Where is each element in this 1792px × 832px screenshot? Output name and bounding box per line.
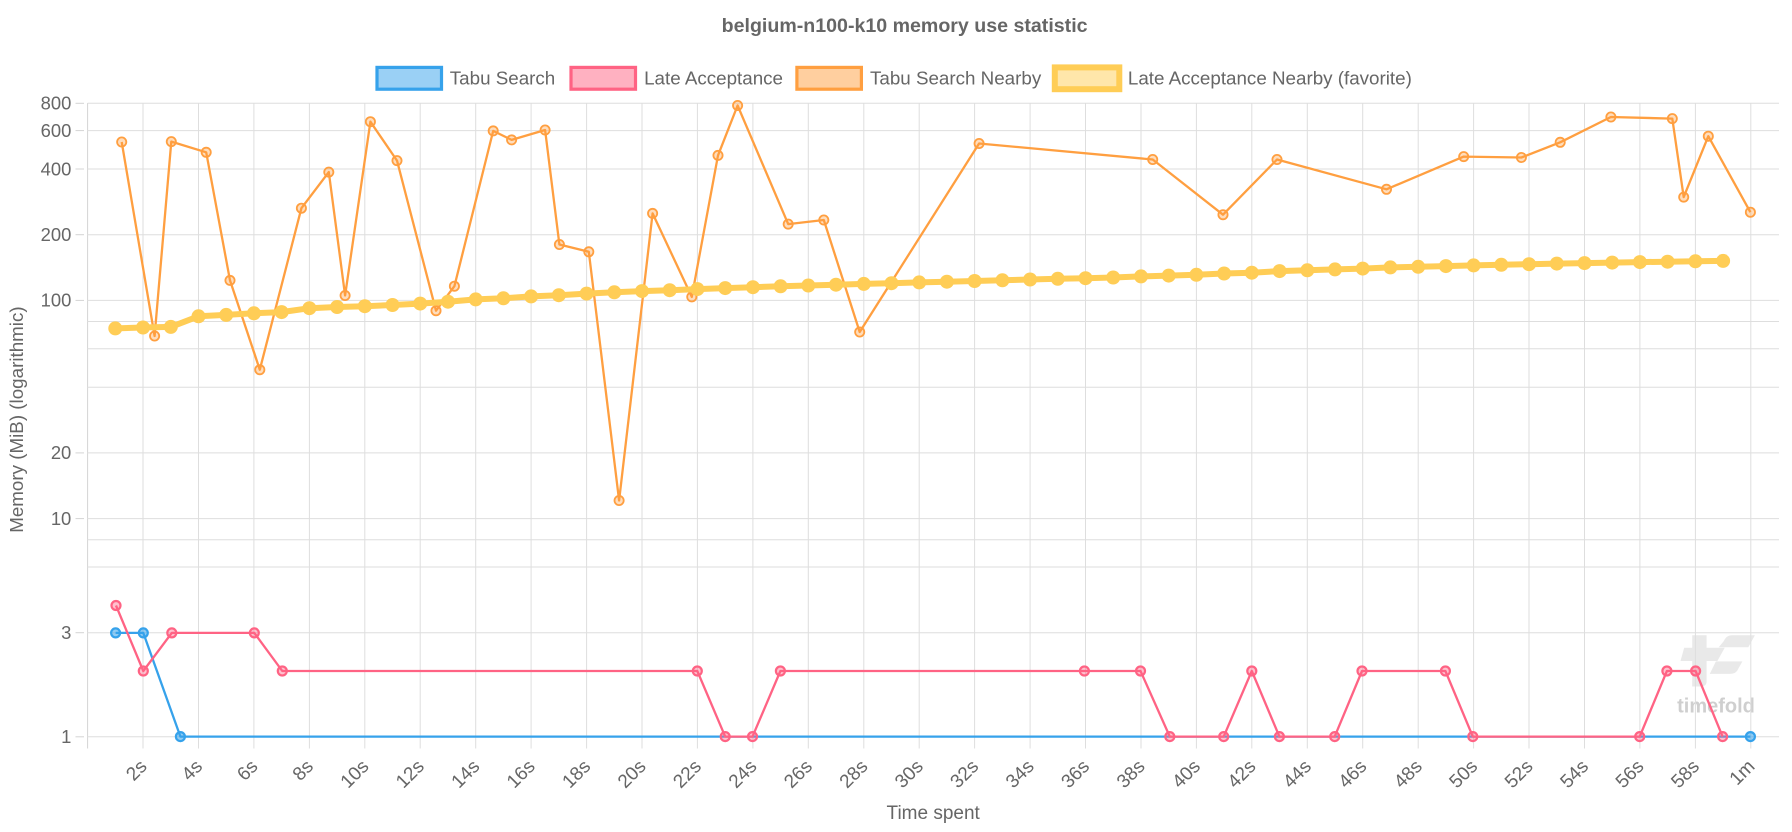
svg-text:Time spent: Time spent [887,803,981,824]
svg-text:3: 3 [61,622,71,643]
svg-text:Tabu Search Nearby: Tabu Search Nearby [870,68,1042,89]
svg-text:20: 20 [51,442,71,463]
svg-text:Memory (MiB) (logarithmic): Memory (MiB) (logarithmic) [6,306,27,532]
svg-text:timefold: timefold [1677,696,1755,718]
svg-text:600: 600 [41,120,72,141]
svg-text:200: 200 [41,224,72,245]
svg-text:Tabu Search: Tabu Search [450,68,555,89]
svg-text:100: 100 [41,290,72,311]
svg-text:Late Acceptance: Late Acceptance [644,68,783,89]
svg-text:10: 10 [51,508,71,529]
svg-text:Late Acceptance Nearby (favori: Late Acceptance Nearby (favorite) [1128,68,1412,89]
svg-text:1: 1 [61,726,71,747]
svg-text:800: 800 [41,93,72,114]
svg-text:belgium-n100-k10 memory use st: belgium-n100-k10 memory use statistic [722,15,1088,37]
svg-text:400: 400 [41,158,72,179]
